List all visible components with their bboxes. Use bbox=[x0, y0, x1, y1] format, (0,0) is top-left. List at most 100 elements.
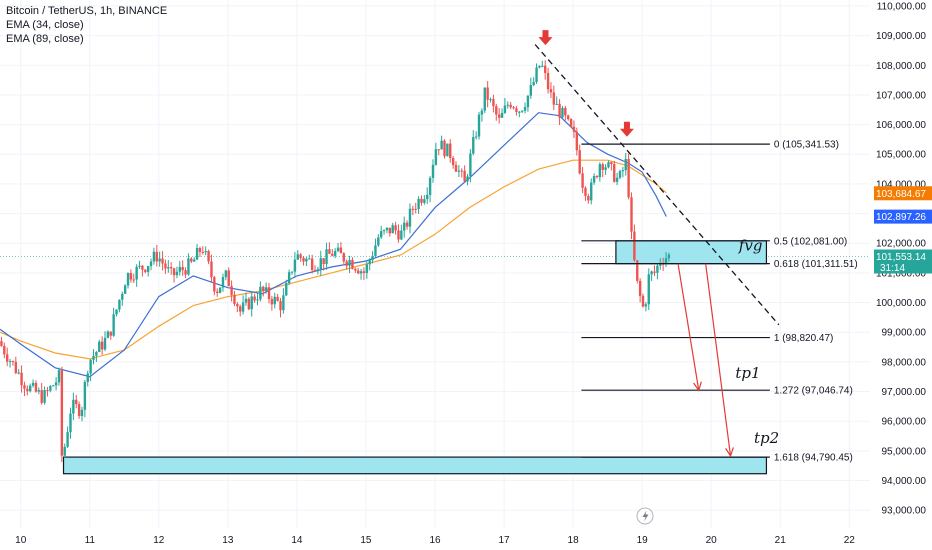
candle-body bbox=[75, 399, 78, 405]
price-axis[interactable]: 93,000.00 94,000.00 95,000.00 96,000.00 97,0… bbox=[870, 0, 932, 550]
price-tag-label: 101,553.14 bbox=[876, 252, 926, 263]
candle-body bbox=[650, 271, 653, 275]
candle-body bbox=[621, 170, 625, 172]
candle-body bbox=[89, 359, 92, 374]
candle-body bbox=[198, 248, 202, 252]
time-tick-label: 18 bbox=[568, 535, 580, 546]
target-arrow-line bbox=[705, 263, 732, 456]
time-tick-label: 20 bbox=[706, 535, 718, 546]
candle-body bbox=[667, 254, 671, 259]
candle-body bbox=[106, 331, 110, 338]
candle-body bbox=[345, 261, 348, 266]
candle-body bbox=[253, 296, 256, 301]
candle-body bbox=[273, 296, 276, 305]
candle-body bbox=[466, 176, 469, 182]
candle-body bbox=[178, 267, 182, 272]
chart-legend: Bitcoin / TetherUS, 1h, BINANCE EMA (34,… bbox=[6, 4, 167, 46]
candle-body bbox=[29, 385, 32, 392]
candle-body bbox=[333, 251, 337, 256]
candle-body bbox=[613, 164, 616, 182]
candle-body bbox=[336, 247, 340, 252]
candle-body bbox=[561, 107, 564, 118]
candle-body bbox=[529, 85, 533, 96]
candle-body bbox=[95, 351, 98, 356]
candle-body bbox=[630, 197, 633, 232]
candle-body bbox=[164, 263, 167, 269]
candle-body bbox=[221, 277, 225, 288]
candle-body bbox=[92, 355, 95, 360]
symbol-title[interactable]: Bitcoin / TetherUS, 1h, BINANCE bbox=[6, 5, 168, 17]
candle-body bbox=[328, 249, 331, 254]
time-tick-label: 10 bbox=[15, 535, 27, 546]
candle-body bbox=[483, 87, 486, 111]
annotation-tp1: tp1 bbox=[735, 364, 760, 382]
candle-body bbox=[46, 390, 49, 392]
fib-level-label: 1 (98,820.47) bbox=[774, 333, 834, 344]
candle-body bbox=[486, 87, 489, 100]
candle-body bbox=[259, 286, 262, 300]
candle-body bbox=[592, 176, 596, 183]
candle-body bbox=[287, 272, 291, 284]
candle-body bbox=[63, 446, 66, 456]
target-arrow-head bbox=[725, 447, 734, 458]
candle-body bbox=[11, 361, 15, 363]
candle-body bbox=[210, 261, 213, 278]
lightning-icon[interactable] bbox=[636, 507, 654, 525]
candle-body bbox=[322, 258, 325, 264]
candle-body bbox=[359, 271, 363, 274]
price-tick-label: 105,000.00 bbox=[876, 150, 926, 161]
candle-body bbox=[564, 107, 567, 116]
time-tick-label: 13 bbox=[222, 535, 234, 546]
candle-body bbox=[57, 370, 61, 383]
time-tick-label: 12 bbox=[153, 535, 165, 546]
candle-body bbox=[123, 285, 127, 294]
candle-body bbox=[405, 222, 409, 227]
price-tag-label: 102,897.26 bbox=[876, 212, 926, 223]
candle-body bbox=[276, 296, 279, 301]
candle-body bbox=[98, 341, 101, 352]
price-tick-label: 95,000.00 bbox=[882, 446, 927, 457]
candle-body bbox=[644, 304, 648, 307]
candle-body bbox=[382, 230, 386, 232]
candle-body bbox=[72, 399, 75, 414]
candle-body bbox=[5, 354, 9, 362]
candle-body bbox=[175, 271, 179, 276]
candle-body bbox=[653, 271, 656, 273]
candle-body bbox=[299, 254, 302, 258]
candle-body bbox=[518, 111, 521, 113]
candle-body bbox=[520, 110, 524, 112]
candle-body bbox=[362, 271, 366, 274]
countdown-label: 31:14 bbox=[880, 263, 905, 274]
candle-body bbox=[434, 149, 438, 165]
time-axis[interactable]: 10 11 12 13 14 15 16 17 18 19 20 21 22 bbox=[0, 528, 870, 550]
target-arrow-head bbox=[693, 381, 702, 392]
price-tick-label: 110,000.00 bbox=[877, 1, 927, 12]
time-tick-label: 19 bbox=[637, 535, 649, 546]
ema-slow-label[interactable]: EMA (89, close) bbox=[6, 33, 84, 45]
candle-body bbox=[503, 105, 507, 113]
fib-level-label: 1.618 (94,790.45) bbox=[774, 453, 853, 464]
candle-body bbox=[308, 258, 311, 260]
candle-body bbox=[43, 390, 46, 403]
candle-body bbox=[538, 65, 541, 68]
candle-body bbox=[656, 265, 659, 273]
candle-body bbox=[541, 65, 544, 67]
ema-fast-label[interactable]: EMA (34, close) bbox=[6, 19, 84, 31]
candle-body bbox=[569, 119, 573, 127]
time-axis-bg bbox=[0, 528, 870, 550]
candle-body bbox=[77, 404, 81, 417]
price-tick-label: 106,000.00 bbox=[876, 120, 926, 131]
candle-body bbox=[132, 279, 135, 281]
trend-line bbox=[534, 44, 780, 326]
candle-body bbox=[195, 248, 199, 260]
candle-body bbox=[492, 99, 495, 107]
candle-body bbox=[607, 162, 610, 168]
candle-body bbox=[207, 251, 210, 262]
candle-body bbox=[581, 173, 584, 188]
candle-body bbox=[216, 291, 219, 293]
candle-body bbox=[365, 264, 369, 274]
time-tick-label: 14 bbox=[291, 535, 303, 546]
candle-body bbox=[590, 182, 593, 201]
candle-body bbox=[546, 72, 550, 90]
